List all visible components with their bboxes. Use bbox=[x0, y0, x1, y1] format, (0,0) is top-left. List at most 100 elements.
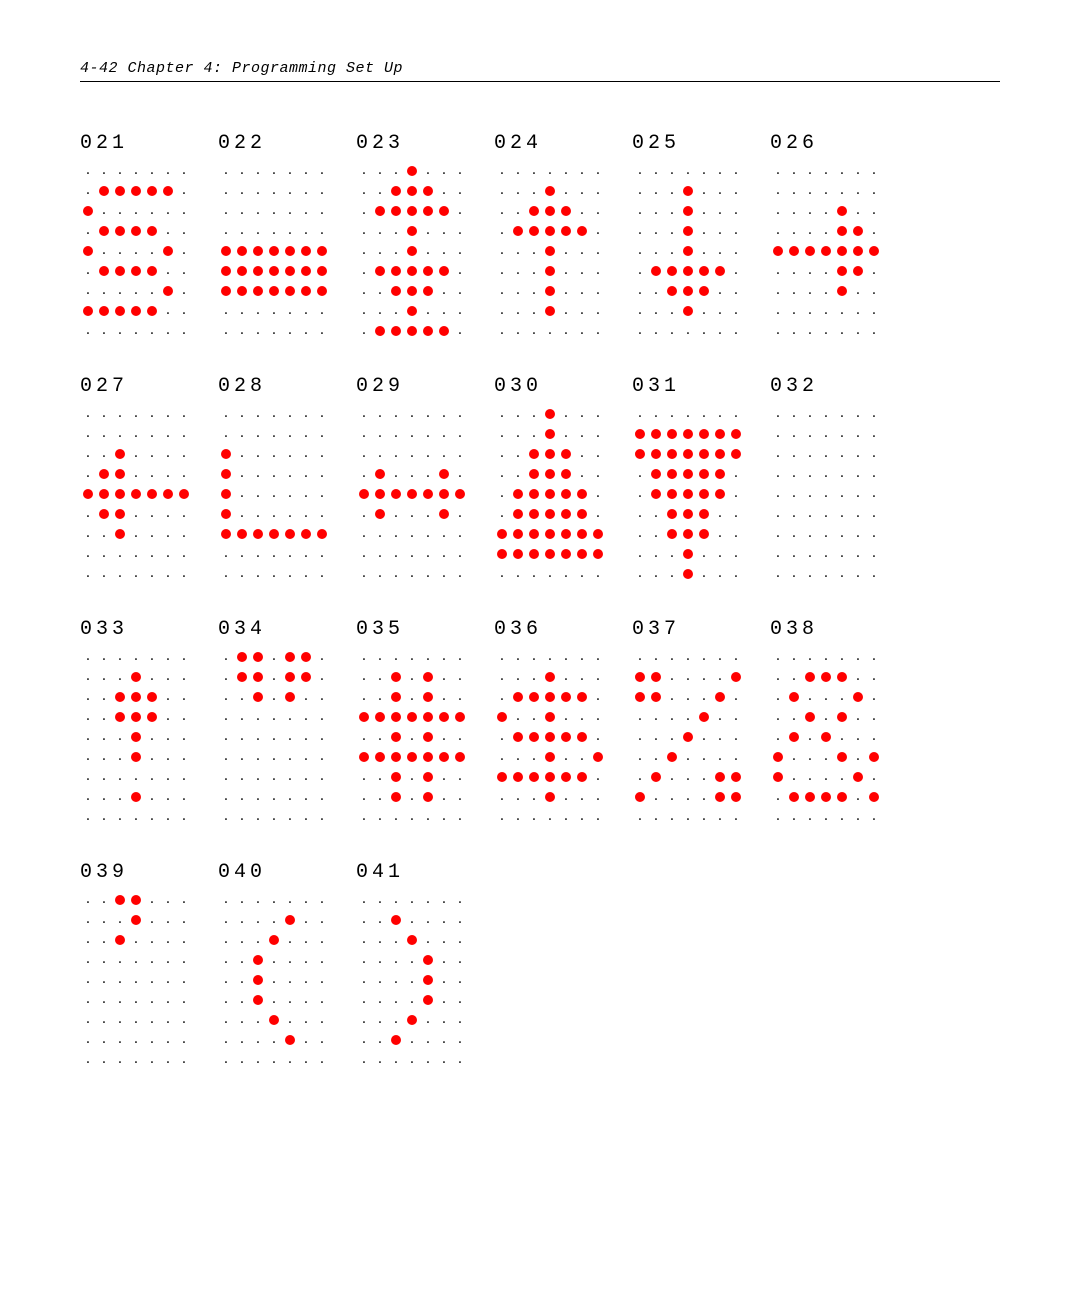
glyph-matrix: ........................................… bbox=[632, 161, 744, 341]
pixel-off: . bbox=[664, 321, 680, 341]
pixel-off: . bbox=[144, 1030, 160, 1050]
pixel-off: . bbox=[404, 444, 420, 464]
pixel-on bbox=[526, 201, 542, 221]
pixel-off: . bbox=[802, 301, 818, 321]
pixel-off: . bbox=[818, 424, 834, 444]
pixel-off: . bbox=[128, 564, 144, 584]
pixel-off: . bbox=[314, 687, 330, 707]
pixel-on bbox=[542, 544, 558, 564]
pixel-off: . bbox=[866, 201, 882, 221]
pixel-off: . bbox=[632, 727, 648, 747]
pixel-off: . bbox=[96, 787, 112, 807]
pixel-on bbox=[866, 241, 882, 261]
pixel-off: . bbox=[712, 301, 728, 321]
pixel-off: . bbox=[144, 787, 160, 807]
pixel-off: . bbox=[266, 464, 282, 484]
pixel-off: . bbox=[234, 767, 250, 787]
pixel-off: . bbox=[866, 281, 882, 301]
pixel-off: . bbox=[144, 321, 160, 341]
pixel-off: . bbox=[282, 1010, 298, 1030]
pixel-off: . bbox=[632, 544, 648, 564]
pixel-on bbox=[850, 687, 866, 707]
pixel-on bbox=[542, 484, 558, 504]
pixel-off: . bbox=[590, 484, 606, 504]
pixel-off: . bbox=[494, 201, 510, 221]
pixel-off: . bbox=[282, 990, 298, 1010]
pixel-on bbox=[802, 707, 818, 727]
pixel-off: . bbox=[664, 667, 680, 687]
pixel-off: . bbox=[96, 930, 112, 950]
pixel-off: . bbox=[818, 747, 834, 767]
pixel-off: . bbox=[266, 747, 282, 767]
pixel-off: . bbox=[404, 1030, 420, 1050]
pixel-off: . bbox=[574, 201, 590, 221]
pixel-off: . bbox=[234, 464, 250, 484]
pixel-off: . bbox=[388, 464, 404, 484]
pixel-off: . bbox=[866, 424, 882, 444]
pixel-off: . bbox=[648, 281, 664, 301]
pixel-off: . bbox=[436, 221, 452, 241]
pixel-off: . bbox=[436, 544, 452, 564]
pixel-off: . bbox=[234, 301, 250, 321]
pixel-off: . bbox=[372, 807, 388, 827]
pixel-off: . bbox=[144, 241, 160, 261]
pixel-off: . bbox=[802, 281, 818, 301]
pixel-off: . bbox=[218, 910, 234, 930]
pixel-on bbox=[250, 281, 266, 301]
pixel-off: . bbox=[112, 990, 128, 1010]
glyph-matrix: ........................................… bbox=[80, 890, 192, 1070]
pixel-off: . bbox=[786, 767, 802, 787]
pixel-off: . bbox=[250, 890, 266, 910]
pixel-on bbox=[542, 747, 558, 767]
pixel-off: . bbox=[112, 807, 128, 827]
pixel-on bbox=[696, 707, 712, 727]
pixel-off: . bbox=[250, 464, 266, 484]
pixel-on bbox=[664, 504, 680, 524]
pixel-off: . bbox=[728, 261, 744, 281]
pixel-off: . bbox=[712, 544, 728, 564]
pixel-off: . bbox=[494, 727, 510, 747]
pixel-off: . bbox=[680, 707, 696, 727]
pixel-off: . bbox=[298, 301, 314, 321]
pixel-off: . bbox=[494, 504, 510, 524]
pixel-off: . bbox=[356, 807, 372, 827]
pixel-off: . bbox=[298, 1050, 314, 1070]
pixel-on bbox=[558, 201, 574, 221]
glyph-code: 033 bbox=[80, 618, 192, 641]
glyph-code: 030 bbox=[494, 375, 606, 398]
pixel-off: . bbox=[372, 1010, 388, 1030]
pixel-off: . bbox=[510, 161, 526, 181]
pixel-off: . bbox=[712, 504, 728, 524]
pixel-on bbox=[388, 667, 404, 687]
pixel-off: . bbox=[770, 301, 786, 321]
pixel-off: . bbox=[436, 1010, 452, 1030]
pixel-off: . bbox=[160, 787, 176, 807]
pixel-off: . bbox=[314, 201, 330, 221]
pixel-on bbox=[388, 201, 404, 221]
glyph-matrix: ........................................… bbox=[218, 404, 330, 584]
pixel-off: . bbox=[96, 201, 112, 221]
glyph: 028.....................................… bbox=[218, 375, 330, 584]
pixel-off: . bbox=[176, 667, 192, 687]
pixel-off: . bbox=[80, 807, 96, 827]
glyph-code: 029 bbox=[356, 375, 468, 398]
pixel-off: . bbox=[770, 484, 786, 504]
pixel-off: . bbox=[314, 647, 330, 667]
pixel-off: . bbox=[96, 807, 112, 827]
pixel-off: . bbox=[314, 807, 330, 827]
pixel-off: . bbox=[786, 807, 802, 827]
pixel-off: . bbox=[112, 1010, 128, 1030]
pixel-off: . bbox=[80, 910, 96, 930]
pixel-on bbox=[420, 707, 436, 727]
pixel-off: . bbox=[696, 301, 712, 321]
glyph-matrix: ........................................… bbox=[356, 404, 468, 584]
pixel-off: . bbox=[436, 930, 452, 950]
pixel-on bbox=[510, 484, 526, 504]
pixel-off: . bbox=[510, 444, 526, 464]
glyph: 024.....................................… bbox=[494, 132, 606, 341]
pixel-on bbox=[664, 261, 680, 281]
pixel-off: . bbox=[526, 321, 542, 341]
pixel-off: . bbox=[282, 564, 298, 584]
pixel-off: . bbox=[234, 970, 250, 990]
pixel-off: . bbox=[632, 404, 648, 424]
